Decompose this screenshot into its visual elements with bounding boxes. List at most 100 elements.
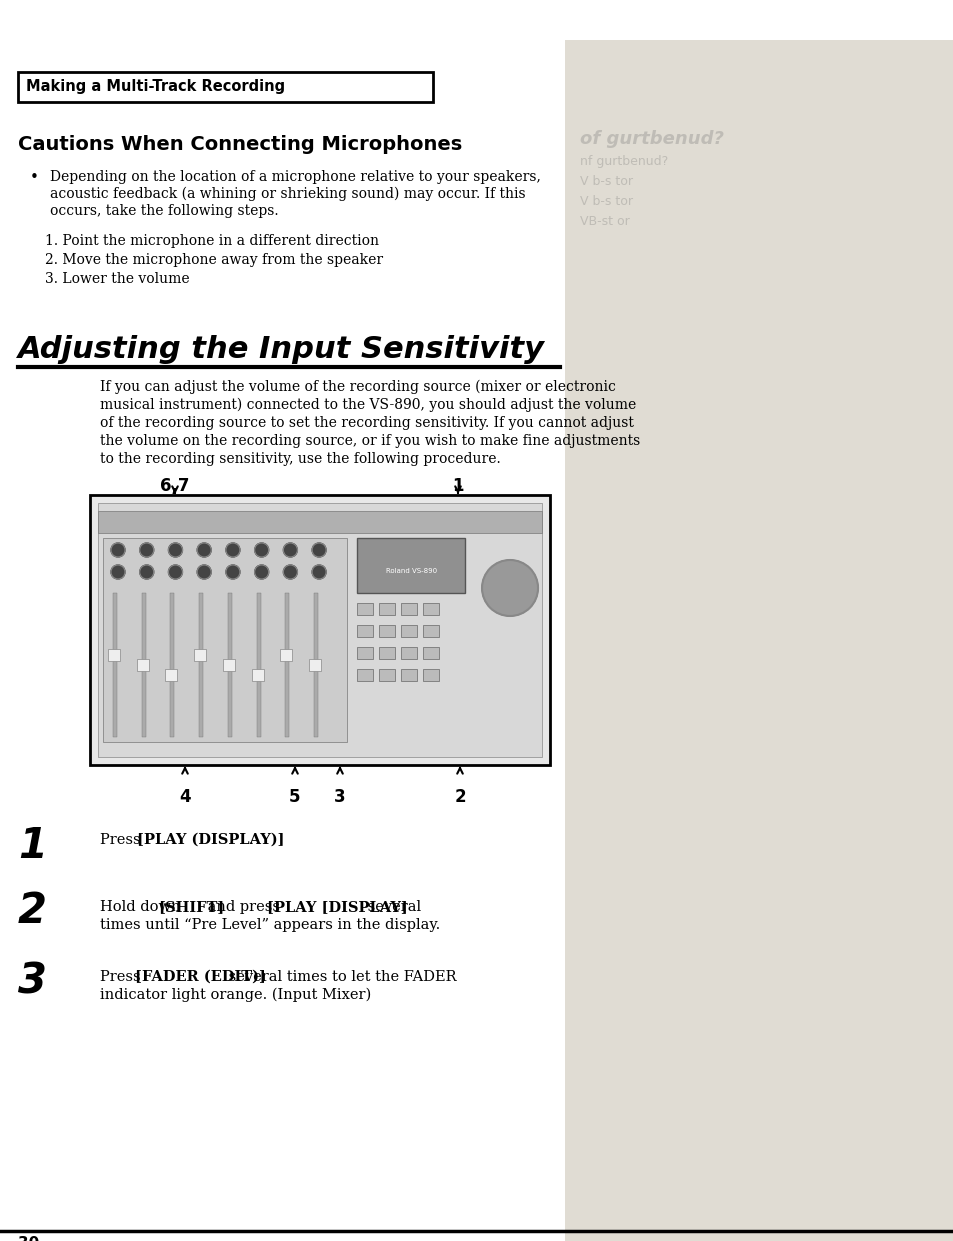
Circle shape <box>481 560 537 616</box>
Circle shape <box>139 565 153 580</box>
Circle shape <box>197 544 211 557</box>
Text: indicator light orange. (Input Mixer): indicator light orange. (Input Mixer) <box>100 988 371 1003</box>
Bar <box>378 603 395 616</box>
Text: the volume on the recording source, or if you wish to make fine adjustments: the volume on the recording source, or i… <box>100 434 639 448</box>
Bar <box>314 593 317 737</box>
Circle shape <box>169 544 182 557</box>
Text: 1: 1 <box>452 477 463 495</box>
Text: 4: 4 <box>179 788 191 805</box>
Text: several times to let the FADER: several times to let the FADER <box>224 970 456 984</box>
Bar <box>564 40 953 1241</box>
Text: Depending on the location of a microphone relative to your speakers,: Depending on the location of a microphon… <box>50 170 540 184</box>
Text: Press: Press <box>100 833 145 848</box>
Bar <box>252 669 263 680</box>
Circle shape <box>283 544 297 557</box>
Circle shape <box>226 544 239 557</box>
Bar <box>356 539 465 593</box>
Bar <box>112 593 117 737</box>
Bar <box>228 593 232 737</box>
Bar <box>98 511 541 532</box>
Text: .: . <box>249 833 253 848</box>
Bar <box>378 625 395 637</box>
Text: acoustic feedback (a whining or shrieking sound) may occur. If this: acoustic feedback (a whining or shriekin… <box>50 187 525 201</box>
Text: Hold down: Hold down <box>100 900 185 915</box>
Circle shape <box>226 565 239 580</box>
Text: and press: and press <box>203 900 284 915</box>
Text: nf gurtbenud?: nf gurtbenud? <box>579 155 667 168</box>
Bar <box>356 625 373 637</box>
Circle shape <box>254 565 269 580</box>
Circle shape <box>111 565 125 580</box>
Text: musical instrument) connected to the VS-890, you should adjust the volume: musical instrument) connected to the VS-… <box>100 398 636 412</box>
Circle shape <box>197 565 211 580</box>
Bar <box>90 495 550 764</box>
Circle shape <box>283 565 297 580</box>
Text: occurs, take the following steps.: occurs, take the following steps. <box>50 204 278 218</box>
Bar <box>309 659 321 670</box>
Circle shape <box>312 565 326 580</box>
Text: [PLAY [DISPLAY]: [PLAY [DISPLAY] <box>266 900 407 915</box>
Bar <box>18 72 433 102</box>
Bar <box>423 669 438 681</box>
Bar <box>356 647 373 659</box>
Text: of the recording source to set the recording sensitivity. If you cannot adjust: of the recording source to set the recor… <box>100 416 633 429</box>
Text: several: several <box>362 900 420 915</box>
Circle shape <box>139 544 153 557</box>
Text: 2: 2 <box>18 890 47 932</box>
Bar <box>136 659 149 670</box>
Bar <box>356 603 373 616</box>
Text: 3: 3 <box>334 788 345 805</box>
Bar <box>98 503 541 757</box>
Text: 30: 30 <box>18 1236 39 1241</box>
Bar <box>103 539 347 742</box>
Bar <box>142 593 146 737</box>
Text: 6,7: 6,7 <box>160 477 190 495</box>
Text: Cautions When Connecting Microphones: Cautions When Connecting Microphones <box>18 135 462 154</box>
Text: of gurtbenud?: of gurtbenud? <box>579 130 723 148</box>
Text: 1: 1 <box>18 825 47 867</box>
Circle shape <box>312 544 326 557</box>
Bar <box>256 593 260 737</box>
Text: 1. Point the microphone in a different direction: 1. Point the microphone in a different d… <box>45 235 378 248</box>
Bar <box>194 649 206 660</box>
Bar <box>378 647 395 659</box>
Bar <box>280 649 292 660</box>
Bar <box>165 669 177 680</box>
Bar <box>401 625 416 637</box>
Bar <box>285 593 289 737</box>
Text: 5: 5 <box>289 788 300 805</box>
Text: [SHIFT]: [SHIFT] <box>158 900 224 915</box>
Circle shape <box>169 565 182 580</box>
Bar <box>423 603 438 616</box>
Bar <box>423 647 438 659</box>
Text: VB-st or: VB-st or <box>579 215 629 228</box>
Text: Making a Multi-Track Recording: Making a Multi-Track Recording <box>26 79 285 94</box>
Bar <box>223 659 234 670</box>
Bar <box>378 669 395 681</box>
Bar <box>401 669 416 681</box>
Text: times until “Pre Level” appears in the display.: times until “Pre Level” appears in the d… <box>100 918 439 932</box>
Text: [PLAY (DISPLAY)]: [PLAY (DISPLAY)] <box>137 833 284 848</box>
Text: [FADER (EDIT)]: [FADER (EDIT)] <box>134 970 265 984</box>
Bar <box>356 669 373 681</box>
Bar <box>401 647 416 659</box>
Text: Roland VS-890: Roland VS-890 <box>385 568 436 575</box>
Circle shape <box>111 544 125 557</box>
Bar <box>423 625 438 637</box>
Text: •: • <box>30 170 39 185</box>
Bar <box>401 603 416 616</box>
Text: Press: Press <box>100 970 145 984</box>
Bar <box>171 593 174 737</box>
Text: Adjusting the Input Sensitivity: Adjusting the Input Sensitivity <box>18 335 544 364</box>
Text: V b-s tor: V b-s tor <box>579 195 633 208</box>
Bar <box>199 593 203 737</box>
Text: to the recording sensitivity, use the following procedure.: to the recording sensitivity, use the fo… <box>100 452 500 467</box>
Text: 2. Move the microphone away from the speaker: 2. Move the microphone away from the spe… <box>45 253 383 267</box>
Text: V b-s tor: V b-s tor <box>579 175 633 187</box>
Text: 2: 2 <box>454 788 465 805</box>
Text: If you can adjust the volume of the recording source (mixer or electronic: If you can adjust the volume of the reco… <box>100 380 616 395</box>
Text: 3: 3 <box>18 961 47 1001</box>
Text: 3. Lower the volume: 3. Lower the volume <box>45 272 190 285</box>
Circle shape <box>254 544 269 557</box>
Bar <box>108 649 120 660</box>
